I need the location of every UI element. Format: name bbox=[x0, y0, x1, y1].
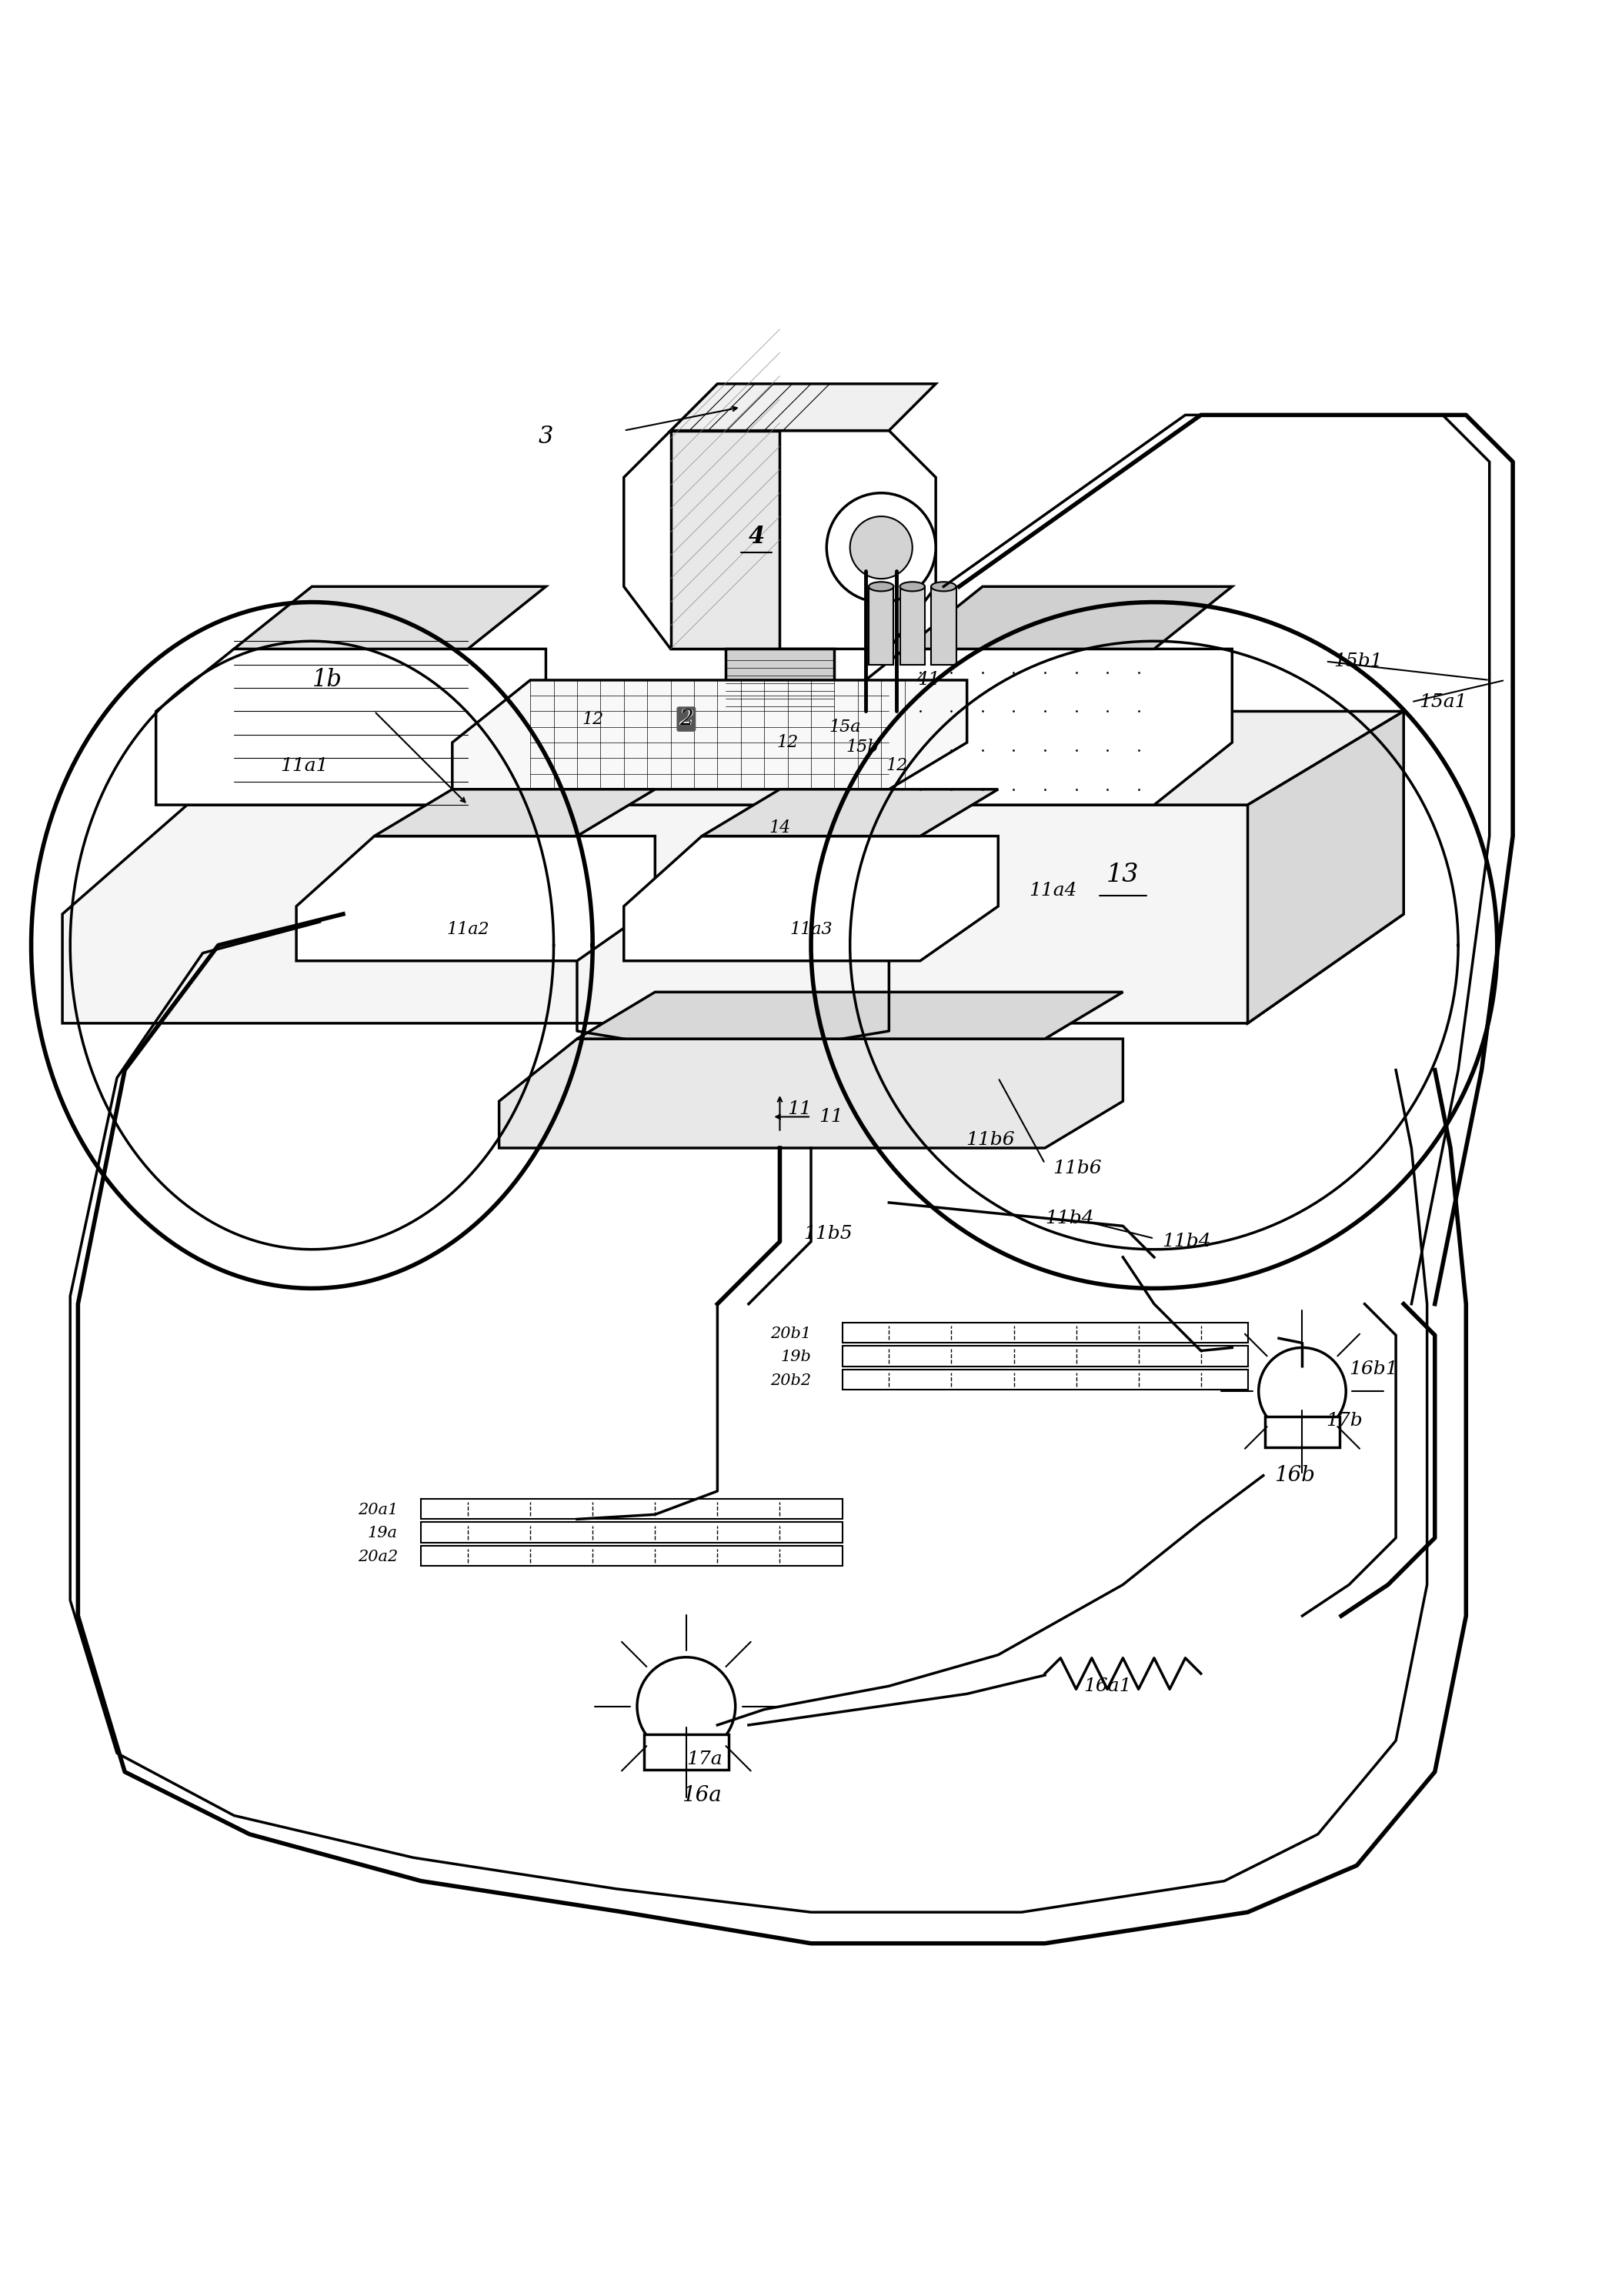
Text: 19b: 19b bbox=[780, 1350, 811, 1364]
Text: 19a: 19a bbox=[368, 1527, 397, 1541]
Text: 11a4: 11a4 bbox=[1028, 882, 1077, 900]
Text: 15a: 15a bbox=[829, 719, 861, 735]
Polygon shape bbox=[500, 1038, 1122, 1148]
Bar bbox=[1265, 1417, 1340, 1446]
Text: 20a1: 20a1 bbox=[357, 1502, 397, 1518]
Text: 11b4: 11b4 bbox=[1045, 1210, 1093, 1226]
Polygon shape bbox=[709, 712, 850, 735]
Text: 11b6: 11b6 bbox=[965, 1132, 1015, 1148]
Circle shape bbox=[827, 494, 936, 602]
Text: 11: 11 bbox=[788, 1100, 813, 1118]
Text: 2: 2 bbox=[680, 709, 693, 730]
Polygon shape bbox=[905, 585, 1233, 650]
Text: 4: 4 bbox=[748, 526, 764, 549]
Circle shape bbox=[637, 1658, 735, 1756]
Circle shape bbox=[850, 517, 912, 579]
Text: 1b: 1b bbox=[313, 668, 342, 691]
Polygon shape bbox=[670, 383, 936, 432]
Polygon shape bbox=[156, 650, 547, 806]
Polygon shape bbox=[62, 806, 1403, 1024]
Text: 20b2: 20b2 bbox=[770, 1373, 811, 1387]
Text: 12: 12 bbox=[886, 758, 908, 774]
Text: 11a1: 11a1 bbox=[281, 758, 328, 774]
Text: 11a3: 11a3 bbox=[790, 921, 832, 939]
Polygon shape bbox=[725, 650, 834, 712]
Text: 15b1: 15b1 bbox=[1333, 652, 1382, 670]
Text: 15a1: 15a1 bbox=[1419, 693, 1468, 712]
Text: 17b: 17b bbox=[1325, 1412, 1362, 1430]
Text: 16b1: 16b1 bbox=[1350, 1362, 1398, 1378]
Bar bbox=[644, 1733, 728, 1770]
Text: 12: 12 bbox=[582, 712, 603, 728]
Text: 15b: 15b bbox=[847, 739, 879, 755]
Text: 2: 2 bbox=[680, 709, 694, 730]
Polygon shape bbox=[624, 432, 936, 650]
Text: 11: 11 bbox=[819, 1109, 843, 1125]
Bar bbox=[900, 585, 925, 664]
Text: 17a: 17a bbox=[686, 1750, 722, 1768]
Bar bbox=[869, 585, 894, 664]
Polygon shape bbox=[702, 790, 998, 836]
Ellipse shape bbox=[869, 581, 894, 592]
Text: 11b5: 11b5 bbox=[803, 1226, 852, 1242]
Text: 11b4: 11b4 bbox=[1161, 1233, 1212, 1251]
Polygon shape bbox=[187, 712, 1403, 806]
Polygon shape bbox=[1247, 712, 1403, 1024]
Text: 20b1: 20b1 bbox=[770, 1327, 811, 1341]
Ellipse shape bbox=[931, 581, 955, 592]
Text: 14: 14 bbox=[769, 820, 790, 836]
Polygon shape bbox=[577, 992, 1122, 1038]
Text: 13: 13 bbox=[1106, 863, 1139, 886]
Polygon shape bbox=[670, 432, 780, 650]
Polygon shape bbox=[297, 836, 655, 960]
Polygon shape bbox=[624, 836, 998, 960]
Circle shape bbox=[1259, 1348, 1346, 1435]
Polygon shape bbox=[827, 650, 1233, 806]
Text: 16a1: 16a1 bbox=[1083, 1676, 1132, 1694]
Text: 12: 12 bbox=[777, 735, 798, 751]
Text: 11a2: 11a2 bbox=[446, 921, 490, 939]
Ellipse shape bbox=[900, 581, 925, 592]
Polygon shape bbox=[234, 585, 547, 650]
Text: 11b6: 11b6 bbox=[1053, 1159, 1101, 1178]
Text: 3: 3 bbox=[539, 425, 553, 448]
Text: 16b: 16b bbox=[1275, 1465, 1315, 1486]
Text: 41: 41 bbox=[916, 670, 941, 689]
Text: 20a2: 20a2 bbox=[357, 1550, 397, 1564]
Text: 16a: 16a bbox=[681, 1784, 722, 1805]
Polygon shape bbox=[453, 680, 967, 790]
Polygon shape bbox=[375, 790, 655, 836]
Bar bbox=[931, 585, 955, 664]
